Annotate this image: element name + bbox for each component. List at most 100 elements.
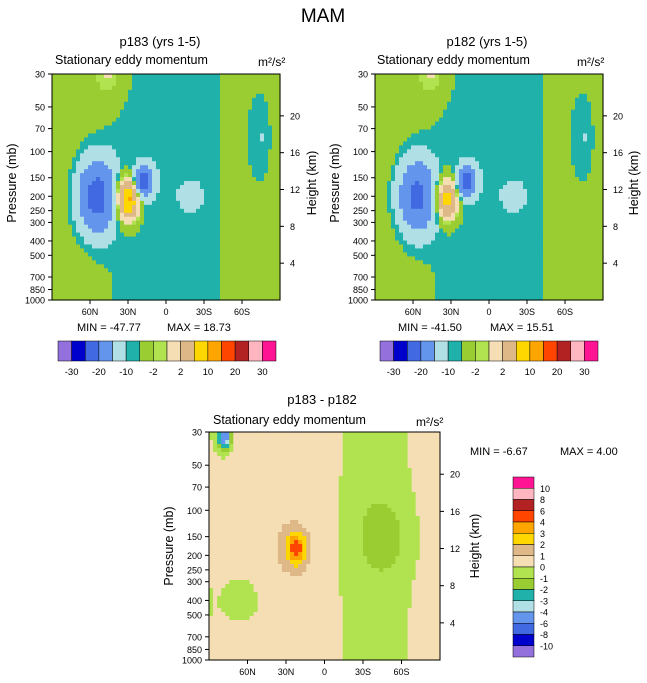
field-cell xyxy=(164,224,169,230)
field-cell xyxy=(451,145,456,150)
field-cell xyxy=(56,169,61,174)
field-cell xyxy=(76,169,81,174)
field-cell xyxy=(152,169,157,174)
field-cell xyxy=(495,161,500,166)
field-cell xyxy=(543,169,548,174)
field-cell xyxy=(268,196,273,202)
field-cell xyxy=(575,93,580,99)
field-cell xyxy=(160,89,165,95)
field-cell xyxy=(379,177,384,182)
field-cell xyxy=(140,216,145,222)
field-cell xyxy=(136,105,141,111)
field-cell xyxy=(387,181,392,186)
field-cell xyxy=(387,105,392,111)
field-cell xyxy=(204,256,209,261)
field-cell xyxy=(276,137,281,142)
field-cell xyxy=(563,85,568,91)
field-cell xyxy=(252,149,257,154)
field-cell xyxy=(559,109,564,115)
field-cell xyxy=(383,93,388,99)
field-cell xyxy=(407,173,412,178)
field-cell xyxy=(383,89,388,95)
field-cell xyxy=(220,157,225,162)
field-cell xyxy=(160,101,165,107)
field-cell xyxy=(60,284,65,289)
field-cell xyxy=(168,113,173,119)
field-cell xyxy=(547,153,552,158)
field-cell xyxy=(200,85,205,91)
field-cell xyxy=(112,133,117,139)
field-cell xyxy=(208,272,213,277)
field-cell xyxy=(180,149,185,154)
field-cell xyxy=(200,74,205,79)
field-cell xyxy=(523,141,528,146)
field-cell xyxy=(120,105,125,111)
field-cell xyxy=(467,101,472,107)
field-cell xyxy=(212,81,217,87)
field-cell xyxy=(467,161,472,166)
field-cell xyxy=(415,77,420,83)
field-cell xyxy=(579,161,584,166)
field-cell xyxy=(252,276,257,281)
field-cell xyxy=(591,169,596,174)
field-cell xyxy=(503,169,508,174)
field-cell xyxy=(411,149,416,154)
field-cell xyxy=(216,93,221,99)
field-cell xyxy=(559,117,564,123)
field-cell xyxy=(379,165,384,170)
field-cell xyxy=(423,177,428,182)
field-cell xyxy=(136,97,141,103)
field-cell xyxy=(459,121,464,127)
field-cell xyxy=(276,97,281,103)
field-cell xyxy=(196,109,201,115)
field-cell xyxy=(96,188,101,194)
field-cell xyxy=(467,165,472,170)
field-cell xyxy=(431,133,436,139)
field-cell xyxy=(216,232,221,238)
field-cell xyxy=(92,77,97,83)
field-cell xyxy=(196,93,201,99)
field-cell xyxy=(100,153,105,158)
field-cell xyxy=(511,93,516,99)
field-cell xyxy=(236,97,241,103)
field-cell xyxy=(435,177,440,182)
field-cell xyxy=(463,137,468,142)
field-cell xyxy=(184,89,189,95)
field-cell xyxy=(276,109,281,115)
field-cell xyxy=(220,93,225,99)
field-cell xyxy=(463,169,468,174)
field-cell xyxy=(447,141,452,146)
field-cell xyxy=(196,145,201,150)
field-cell xyxy=(152,89,157,95)
field-cell xyxy=(244,77,249,83)
field-cell xyxy=(551,121,556,127)
field-cell xyxy=(152,244,157,250)
field-cell xyxy=(112,260,117,265)
field-cell xyxy=(583,129,588,135)
field-cell xyxy=(188,85,193,91)
field-cell xyxy=(172,145,177,150)
field-cell xyxy=(172,153,177,158)
field-cell xyxy=(100,288,105,293)
field-cell xyxy=(148,161,153,166)
field-cell xyxy=(499,89,504,95)
field-cell xyxy=(120,77,125,83)
field-cell xyxy=(555,137,560,142)
field-cell xyxy=(447,157,452,162)
field-cell xyxy=(491,81,496,87)
field-cell xyxy=(276,141,281,146)
field-cell xyxy=(547,181,552,186)
field-cell xyxy=(124,145,129,150)
field-cell xyxy=(459,117,464,123)
field-cell xyxy=(491,109,496,115)
field-cell xyxy=(204,236,209,242)
field-cell xyxy=(256,264,261,269)
field-cell xyxy=(56,204,61,210)
field-cell xyxy=(583,121,588,127)
field-cell xyxy=(156,232,161,238)
field-cell xyxy=(519,109,524,115)
field-cell xyxy=(212,177,217,182)
field-cell xyxy=(240,276,245,281)
field-cell xyxy=(172,81,177,87)
field-cell xyxy=(272,252,277,257)
